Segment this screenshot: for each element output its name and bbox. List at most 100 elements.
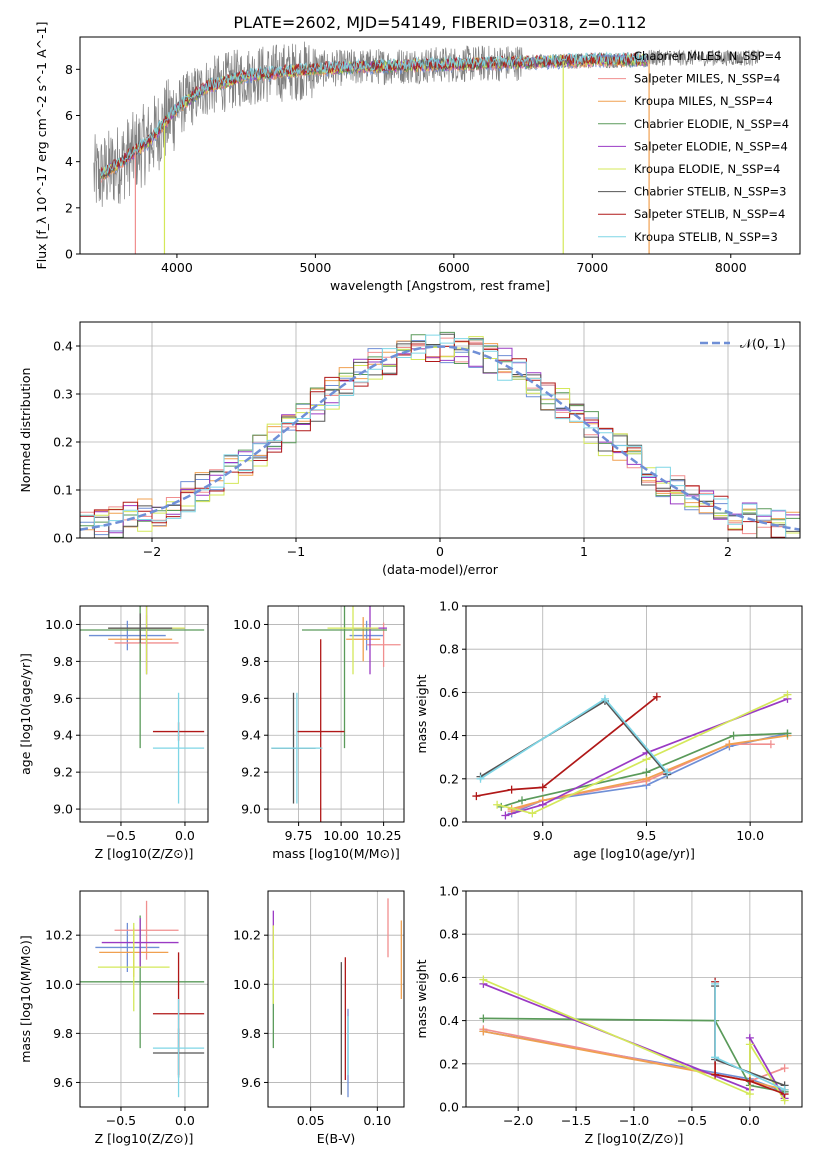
model-spectrum-line [100,54,648,180]
x-tick-label: 7000 [576,260,608,275]
axes-frame [79,36,801,255]
data-point-marker [476,774,485,783]
data-point-marker [652,692,661,701]
mass-weight-line [483,1017,785,1093]
x-tick-label: −0.5 [677,1113,707,1128]
data-point-marker [711,979,720,988]
data-point-marker [711,1053,720,1062]
data-point-marker [780,1064,789,1073]
model-spectrum-line [100,51,648,178]
y-tick-label: 0 [65,247,73,262]
legend-label: Salpeter ELODIE, N_SSP=4 [634,139,788,153]
data-point-marker [501,811,510,820]
data-point-marker [783,729,792,738]
legend-label: Salpeter MILES, N_SSP=4 [634,72,780,86]
data-point-marker [642,768,651,777]
data-point-marker [479,1027,488,1036]
legend-label: Kroupa STELIB, N_SSP=3 [634,230,778,244]
y-tick-label: 1.0 [439,884,459,899]
y-axis-label: mass weight [414,674,429,753]
x-tick-label: 9.0 [533,828,553,843]
x-tick-label: 2 [724,544,732,559]
x-axis-label: Z [log10(Z/Z⊙)] [585,1131,684,1146]
x-axis-label: wavelength [Angstrom, rest frame] [330,278,550,293]
x-tick-label: 0.05 [297,1113,325,1128]
y-tick-label: 9.6 [241,691,261,706]
x-tick-label: 10.00 [323,828,359,843]
data-point-marker [642,755,651,764]
y-tick-label: 10.0 [233,617,261,632]
data-point-marker [600,694,609,703]
data-point-marker [528,809,537,818]
data-point-marker [538,800,547,809]
y-tick-label: 6 [65,108,73,123]
x-tick-label: 6000 [438,260,470,275]
data-point-marker [711,1070,720,1079]
model-spectrum-line [100,55,648,183]
y-tick-label: 0.0 [439,1100,459,1115]
mass-weight-line [496,693,788,815]
y-tick-label: 10.0 [45,617,73,632]
legend-label: Kroupa ELODIE, N_SSP=4 [634,162,780,176]
y-tick-label: 10.2 [233,928,261,943]
mass-vs-ebv-panel: 0.05 0.10 9.6 9.8 10.0 10.2 E(B-V) [233,890,405,1146]
legend-label: Chabrier ELODIE, N_SSP=4 [634,117,789,131]
y-tick-label: 9.8 [241,1026,261,1041]
y-tick-label: 9.8 [53,654,73,669]
x-tick-label: 10.0 [736,828,764,843]
data-point-marker [479,1014,488,1023]
y-tick-label: 9.2 [53,765,73,780]
y-tick-label: 0.2 [439,1056,459,1071]
figure-title: PLATE=2602, MJD=54149, FIBERID=0318, z=0… [233,13,646,32]
mass-weight-line [511,732,788,815]
mass-weight-line [505,698,788,817]
x-tick-label: 9.75 [285,828,313,843]
x-axis-label: E(B-V) [317,1131,356,1146]
x-tick-label: −0.5 [106,1113,136,1128]
x-tick-label: 5000 [299,260,331,275]
normal-curve [80,345,800,531]
y-tick-label: 1.0 [439,599,459,614]
y-axis-label: mass weight [414,959,429,1038]
data-point-marker [766,740,775,749]
data-point-marker [745,1090,754,1099]
x-tick-label: −2.0 [503,1113,533,1128]
y-tick-label: 0.0 [439,815,459,830]
plot-area [272,898,402,1098]
mass-weight-vs-age-panel: 9.0 9.5 10.0 0.0 0.2 0.4 0.6 0.8 1.0 age [log10(a… [414,599,803,861]
data-point-marker [729,731,738,740]
y-tick-label: 8 [65,62,73,77]
y-axis-label: Normed distribution [18,368,33,493]
legend-label: 𝒩(0, 1) [740,336,786,351]
model-spectrum-line [100,55,648,180]
data-point-marker [745,1040,754,1049]
legend-label: Salpeter STELIB, N_SSP=4 [634,207,785,221]
y-tick-label: 0.4 [439,1013,459,1028]
x-tick-label: 0.10 [363,1113,391,1128]
x-tick-label: 9.5 [636,828,656,843]
x-axis-label: Z [log10(Z/Z⊙)] [95,846,194,861]
x-axis-label: mass [log10(M/M⊙)] [272,846,400,861]
legend-label: Chabrier MILES, N_SSP=4 [634,49,781,63]
y-tick-label: 0.8 [439,642,459,657]
legend: Chabrier MILES, N_SSP=4 Salpeter MILES, N… [598,49,789,244]
y-tick-label: 9.8 [241,654,261,669]
legend-label: Chabrier STELIB, N_SSP=3 [634,185,786,199]
x-axis-label: Z [log10(Z/Z⊙)] [95,1131,194,1146]
x-axis-label: age [log10(age/yr)] [573,846,695,861]
y-tick-label: 9.8 [53,1026,73,1041]
plot-area [479,975,789,1105]
y-tick-label: 0.6 [439,685,459,700]
data-point-marker [472,792,481,801]
y-tick-label: 9.2 [241,765,261,780]
mass-weight-line [476,696,658,797]
y-tick-label: 9.6 [53,1075,73,1090]
x-tick-label: −1.5 [561,1113,591,1128]
y-tick-label: 9.4 [241,728,261,743]
y-tick-label: 0.1 [53,483,73,498]
data-point-marker [479,975,488,984]
data-point-marker [663,768,672,777]
y-tick-label: 4 [65,154,73,169]
y-tick-label: 9.6 [53,691,73,706]
data-point-marker [507,785,516,794]
